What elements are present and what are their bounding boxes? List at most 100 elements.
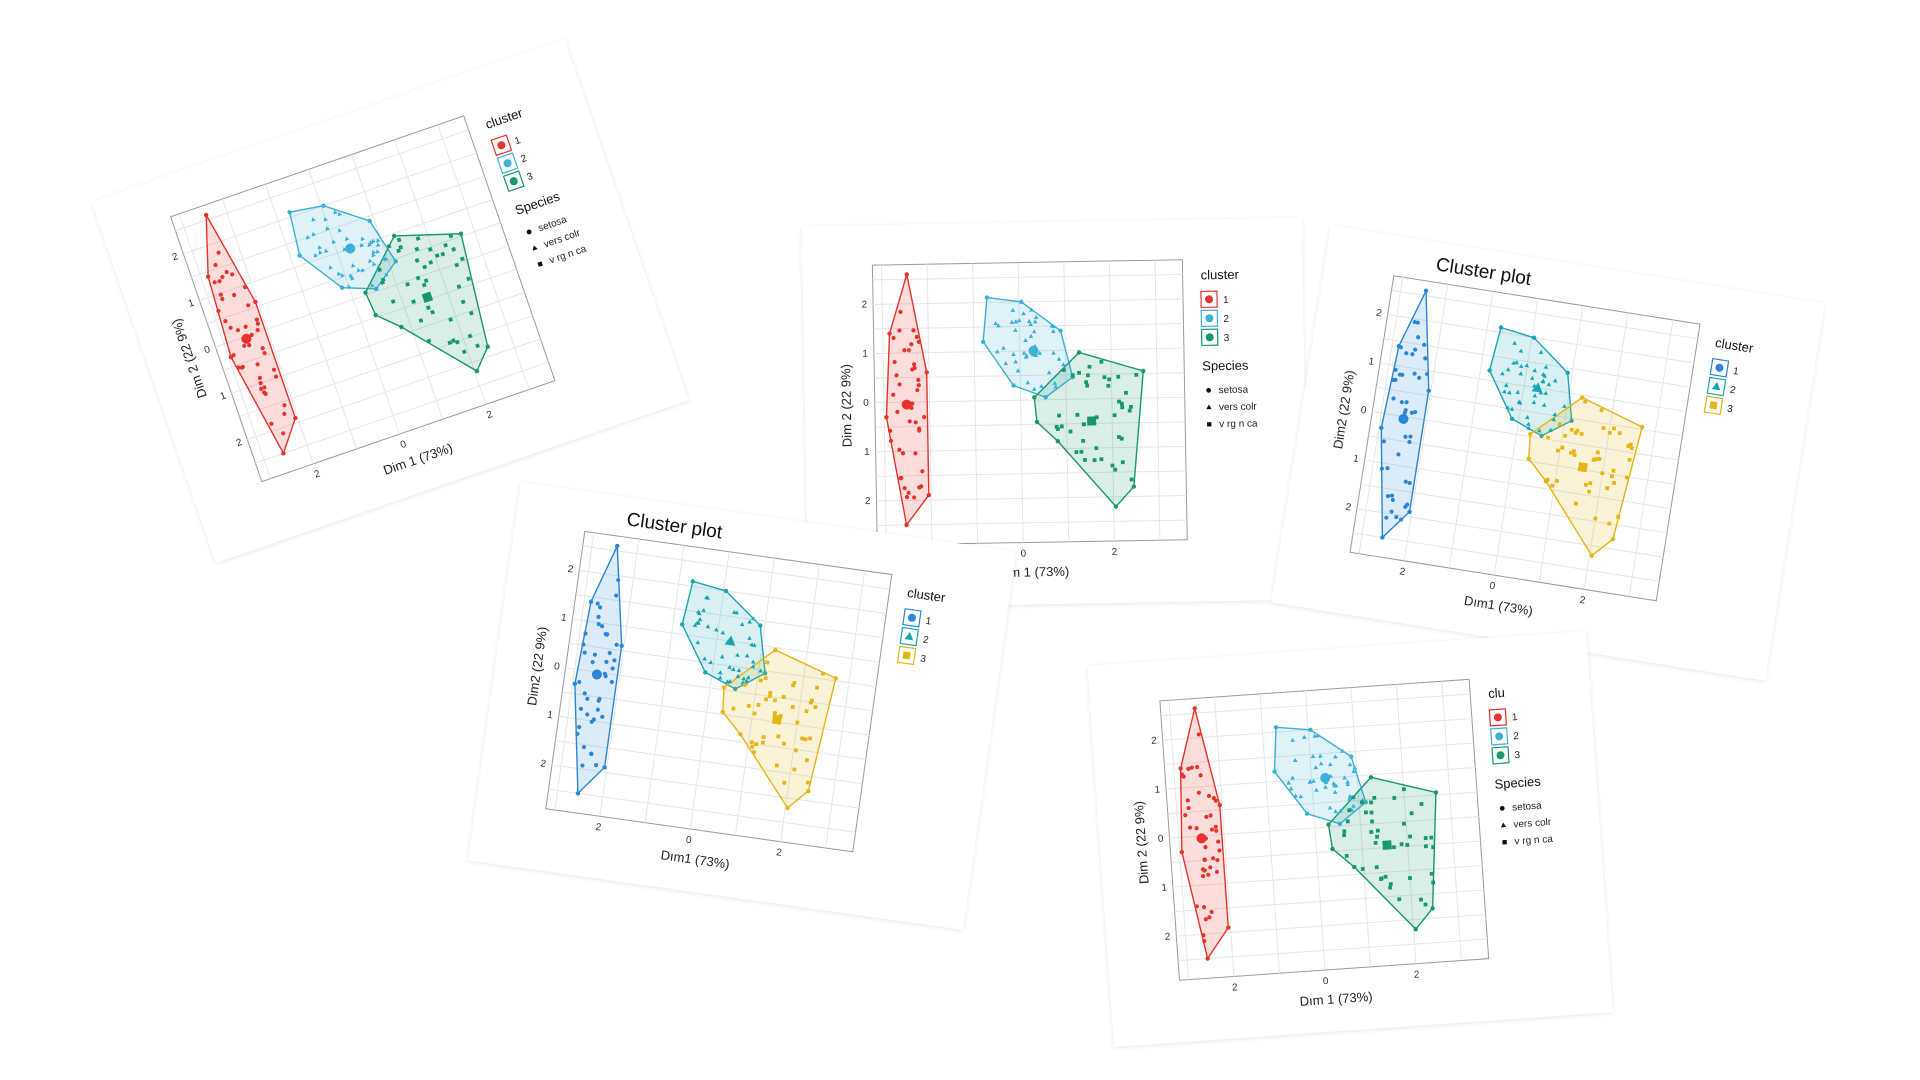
- cluster-3-point: [1083, 457, 1087, 462]
- cluster-3-point: [1401, 821, 1406, 826]
- cluster-3-point: [1370, 819, 1375, 824]
- cluster-2-center: [724, 635, 736, 646]
- cluster-1-point: [599, 624, 605, 629]
- cluster-2-point: [995, 349, 1000, 354]
- cluster-3-vertex: [1034, 419, 1040, 425]
- cluster-3-point: [1099, 359, 1104, 364]
- cluster-2-point: [1312, 733, 1318, 738]
- cluster-2-point: [336, 271, 342, 277]
- cluster-2-point: [1013, 327, 1018, 332]
- cluster-2-vertex: [1308, 727, 1313, 732]
- y-tick-label: 2: [861, 300, 867, 311]
- cluster-3-point: [467, 333, 473, 339]
- x-tick-label: 2: [1414, 969, 1421, 980]
- cluster-3-point: [1375, 834, 1380, 839]
- cluster-3-point: [1102, 375, 1107, 380]
- cluster-1-point: [906, 348, 912, 353]
- cluster-1-point: [902, 486, 907, 491]
- cluster-1-point: [1186, 766, 1191, 772]
- cluster-3-point: [1383, 874, 1388, 879]
- cluster-3-point: [1575, 428, 1580, 433]
- grid-line-horizontal: [1169, 816, 1479, 839]
- grid-line-horizontal: [582, 545, 890, 590]
- cluster-plot-card-2: 2 0 2 2 1 0 1 2 Dım 1 (73%) Dim 2 (22 9%) cluster 1…: [801, 217, 1309, 609]
- cluster-1-point: [902, 348, 907, 353]
- cluster-2-point: [1046, 370, 1052, 375]
- cluster-1-point: [577, 679, 582, 685]
- cluster-2-point: [1546, 382, 1551, 387]
- cluster-1-point: [220, 274, 225, 280]
- cluster-1-point: [255, 362, 260, 367]
- grid-line-horizontal: [575, 594, 883, 639]
- y-tick-label: 2: [171, 251, 180, 263]
- cluster-1-point: [610, 666, 615, 671]
- cluster-3-point: [426, 338, 432, 344]
- cluster-1-point: [580, 763, 585, 768]
- cluster-1-point: [1180, 772, 1185, 777]
- cluster-2-point: [758, 668, 763, 673]
- cluster-2-point: [705, 595, 710, 600]
- cluster-3-point: [814, 685, 820, 690]
- legend-swatch: [1709, 401, 1718, 410]
- cluster-3-point: [1373, 840, 1378, 845]
- cluster-1-point: [589, 751, 594, 757]
- legend-item-label: 1: [513, 135, 522, 147]
- cluster-3-point: [1397, 897, 1402, 902]
- cluster-3-point: [1431, 880, 1436, 885]
- cluster-2-point: [1016, 317, 1022, 323]
- grid-line-vertical: [1583, 312, 1629, 590]
- cluster-1-point: [224, 269, 229, 275]
- legend-item-label: 2: [1223, 314, 1229, 325]
- cluster-1-point: [906, 490, 911, 495]
- cluster-3-vertex: [1589, 553, 1595, 558]
- cluster-2-vertex: [1569, 418, 1574, 423]
- cluster-3-point: [1545, 477, 1550, 482]
- cluster-2-point: [360, 267, 366, 273]
- cluster-3-point: [425, 305, 431, 311]
- cluster-2-point: [720, 630, 725, 635]
- legend-swatch: [1499, 805, 1505, 811]
- cluster-1-point: [1187, 825, 1193, 830]
- cluster-3-point: [1124, 390, 1128, 395]
- cluster-2-point: [1318, 753, 1323, 758]
- legend-swatch: [904, 632, 914, 641]
- legend-item-label: 2: [922, 635, 929, 647]
- cluster-2-point: [1548, 427, 1553, 433]
- cluster-2-point: [1052, 380, 1058, 385]
- cluster-1-point: [1201, 933, 1206, 938]
- cluster-2-point: [1314, 787, 1319, 792]
- cluster-plot-5: 2 0 2 2 1 0 1 2 Dım 1 (73%) Dim 2 (22 9%) clu 1 2 3 Sp…: [1131, 678, 1554, 1009]
- cluster-2-point: [1013, 359, 1018, 364]
- cluster-1-point: [1381, 439, 1387, 444]
- y-tick-label: 2: [1164, 932, 1171, 943]
- cluster-2-point: [701, 607, 706, 613]
- cluster-3-point: [781, 694, 786, 700]
- legend-item-label: 2: [1729, 385, 1737, 397]
- cluster-1-point: [614, 593, 619, 598]
- cluster-1-point: [259, 386, 264, 392]
- cluster-3-point: [1129, 404, 1133, 409]
- grid-line-vertical: [1403, 284, 1449, 561]
- cluster-1-point: [909, 342, 914, 347]
- grid-line-horizontal: [562, 691, 870, 736]
- grid-line-horizontal: [223, 268, 517, 371]
- cluster-2-point: [384, 272, 389, 278]
- cluster-1-point: [1194, 826, 1199, 831]
- cluster-3-point: [765, 660, 770, 665]
- cluster-3-point: [776, 734, 781, 739]
- grid-line-horizontal: [1356, 508, 1664, 558]
- y-tick-label: 1: [1352, 453, 1360, 465]
- cluster-3-vertex: [833, 676, 838, 681]
- grid-line-vertical: [1108, 261, 1115, 541]
- cluster-1-center: [591, 669, 602, 680]
- cluster-3-point: [423, 278, 429, 284]
- cluster-2-point: [1290, 737, 1296, 742]
- cluster-2-point: [1029, 307, 1034, 312]
- cluster-1-point: [920, 469, 925, 474]
- cluster-2-point: [1050, 328, 1056, 334]
- cluster-2-point: [747, 619, 752, 624]
- cluster-1-point: [916, 383, 921, 388]
- cluster-2-vertex: [1337, 821, 1343, 826]
- grid-line-horizontal: [1160, 693, 1471, 717]
- cluster-1-point: [899, 475, 904, 481]
